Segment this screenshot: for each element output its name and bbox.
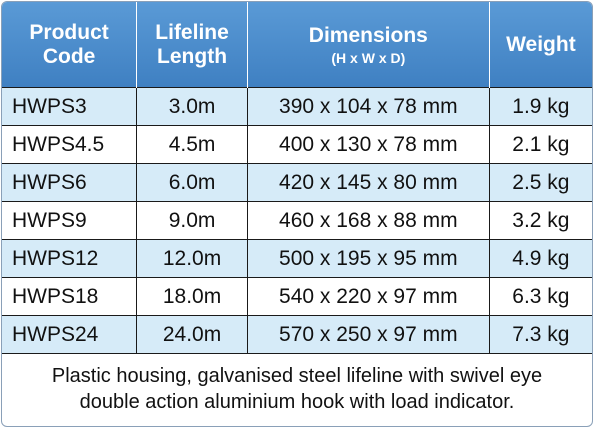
product-description-note: Plastic housing, galvanised steel lifeli… (2, 353, 592, 426)
header-weight-label: Weight (506, 32, 576, 56)
cell-weight: 2.1 kg (489, 125, 592, 164)
table-row: HWPS12 12.0m 500 x 195 x 95 mm 4.9 kg (2, 239, 592, 278)
cell-dimensions: 420 x 145 x 80 mm (247, 163, 490, 202)
cell-product-code: HWPS9 (2, 201, 138, 240)
header-dimensions-label: Dimensions (308, 23, 428, 47)
cell-product-code: HWPS3 (2, 87, 138, 126)
table-row: HWPS18 18.0m 540 x 220 x 97 mm 6.3 kg (2, 277, 592, 316)
header-product-code-line1: Product (29, 20, 109, 44)
cell-weight: 2.5 kg (489, 163, 592, 202)
cell-dimensions: 570 x 250 x 97 mm (247, 315, 490, 353)
table-body: HWPS3 3.0m 390 x 104 x 78 mm 1.9 kg HWPS… (2, 87, 592, 353)
table-row: HWPS6 6.0m 420 x 145 x 80 mm 2.5 kg (2, 163, 592, 202)
cell-product-code: HWPS12 (2, 239, 138, 278)
cell-dimensions: 540 x 220 x 97 mm (247, 277, 490, 316)
cell-dimensions: 400 x 130 x 78 mm (247, 125, 490, 164)
cell-dimensions: 390 x 104 x 78 mm (247, 87, 490, 126)
cell-product-code: HWPS18 (2, 277, 138, 316)
cell-lifeline-length: 12.0m (136, 239, 248, 278)
table-row: HWPS3 3.0m 390 x 104 x 78 mm 1.9 kg (2, 87, 592, 126)
cell-weight: 4.9 kg (489, 239, 592, 278)
header-row: Product Code Lifeline Length Dimensions … (2, 2, 592, 88)
description-line-2: double action aluminium hook with load i… (79, 391, 515, 413)
table-row: HWPS9 9.0m 460 x 168 x 88 mm 3.2 kg (2, 201, 592, 240)
description-line-1: Plastic housing, galvanised steel lifeli… (51, 365, 543, 387)
table-row: HWPS4.5 4.5m 400 x 130 x 78 mm 2.1 kg (2, 125, 592, 164)
cell-weight: 1.9 kg (489, 87, 592, 126)
cell-product-code: HWPS24 (2, 315, 138, 353)
header-lifeline-length: Lifeline Length (136, 2, 248, 88)
header-dimensions: Dimensions (H x W x D) (247, 2, 490, 88)
header-lifeline-length-line2: Length (157, 44, 228, 68)
cell-lifeline-length: 18.0m (136, 277, 248, 316)
cell-lifeline-length: 9.0m (136, 201, 248, 240)
cell-lifeline-length: 4.5m (136, 125, 248, 164)
cell-dimensions: 460 x 168 x 88 mm (247, 201, 490, 240)
table-row: HWPS24 24.0m 570 x 250 x 97 mm 7.3 kg (2, 315, 592, 353)
header-product-code: Product Code (2, 2, 138, 88)
cell-weight: 6.3 kg (489, 277, 592, 316)
header-product-code-line2: Code (42, 44, 96, 68)
header-lifeline-length-line1: Lifeline (155, 20, 229, 44)
cell-lifeline-length: 6.0m (136, 163, 248, 202)
cell-lifeline-length: 3.0m (136, 87, 248, 126)
cell-product-code: HWPS4.5 (2, 125, 138, 164)
cell-dimensions: 500 x 195 x 95 mm (247, 239, 490, 278)
header-weight: Weight (489, 2, 592, 88)
header-dimensions-sub: (H x W x D) (331, 49, 406, 66)
product-spec-table: Product Code Lifeline Length Dimensions … (2, 2, 592, 353)
cell-weight: 3.2 kg (489, 201, 592, 240)
cell-product-code: HWPS6 (2, 163, 138, 202)
cell-lifeline-length: 24.0m (136, 315, 248, 353)
cell-weight: 7.3 kg (489, 315, 592, 353)
